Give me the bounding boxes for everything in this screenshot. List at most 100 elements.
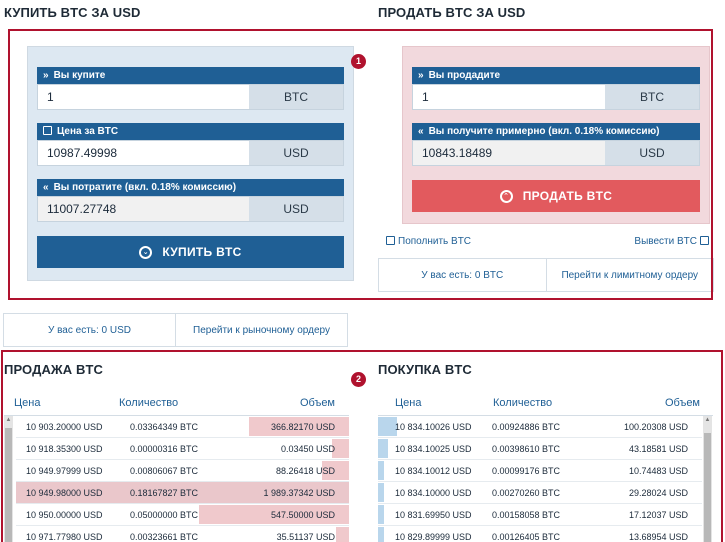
table-row[interactable]: 10 831.69950 USD 0.00158058 BTC 17.12037 U… <box>378 504 702 526</box>
cell-qty: 0.00323661 BTC <box>130 531 199 542</box>
cell-price: 10 903.20000 USD <box>26 421 103 432</box>
buy-amount-field: » Вы купите 1 BTC <box>37 67 344 113</box>
cell-qty: 0.00270260 BTC <box>492 487 561 498</box>
depth-bar <box>199 505 349 524</box>
sell-btc-button-label: ПРОДАТЬ BTC <box>522 189 613 203</box>
buy-price-field: Цена за BTC 10987.49998 USD <box>37 123 344 169</box>
annotation-badge-2: 2 <box>351 372 366 387</box>
buy-book-header: Цена Количество Объем <box>378 390 713 416</box>
depth-bar <box>378 483 385 502</box>
scroll-up-icon[interactable]: ▲ <box>5 417 12 423</box>
depth-bar <box>378 439 388 458</box>
col-qty[interactable]: Количество <box>493 396 553 409</box>
col-volume[interactable]: Объем <box>299 396 335 409</box>
withdraw-btc-label: Вывести BTC <box>634 236 697 247</box>
table-row[interactable]: 10 971.77980 USD 0.00323661 BTC 35.51137 U… <box>16 526 349 542</box>
depth-bar <box>378 505 385 524</box>
buy-book-title: ПОКУПКА BTC <box>378 362 472 377</box>
cell-volume: 100.20308 USD <box>623 421 688 432</box>
cell-qty: 0.00099176 BTC <box>492 465 561 476</box>
cell-qty: 0.00924886 BTC <box>492 421 561 432</box>
depth-bar <box>378 461 385 480</box>
withdraw-btc-link[interactable]: Вывести BTC <box>634 236 712 247</box>
buy-amount-input[interactable]: 1 <box>38 85 249 109</box>
sell-footer: У вас есть: 0 BTC Перейти к лимитному ор… <box>378 258 714 292</box>
buy-footer: У вас есть: 0 USD Перейти к рыночному ор… <box>3 313 348 347</box>
table-row[interactable]: 10 834.10012 USD 0.00099176 BTC 10.74483 U… <box>378 460 702 482</box>
table-row[interactable]: 10 834.10025 USD 0.00398610 BTC 43.18581 U… <box>378 438 702 460</box>
buy-book-scrollbar[interactable]: ▲ <box>703 416 712 542</box>
buy-amount-label: Вы купите <box>53 70 106 81</box>
deposit-btc-label: Пополнить BTC <box>398 236 472 247</box>
cell-qty: 0.05000000 BTC <box>130 509 199 520</box>
cell-qty: 0.00158058 BTC <box>492 509 561 520</box>
sell-balance: У вас есть: 0 BTC <box>421 269 504 281</box>
table-row[interactable]: 10 918.35300 USD 0.00000316 BTC 0.03450 US… <box>16 438 349 460</box>
table-row[interactable]: 10 834.10000 USD 0.00270260 BTC 29.28024 U… <box>378 482 702 504</box>
table-row[interactable]: 10 834.10026 USD 0.00924886 BTC 100.20308 … <box>378 416 702 438</box>
sell-receive-value: 10843.18489 <box>413 141 605 165</box>
buy-price-label: Цена за BTC <box>57 126 119 137</box>
sell-form-panel: » Вы продадите 1 BTC « Вы получите примерн… <box>402 46 710 224</box>
buy-price-input[interactable]: 10987.49998 <box>38 141 249 165</box>
col-qty[interactable]: Количество <box>119 396 179 409</box>
cell-price: 10 831.69950 USD <box>395 509 472 520</box>
buy-price-unit: USD <box>249 141 343 165</box>
annotation-badge-1: 1 <box>351 54 366 69</box>
chevron-circle-up-icon: ⌃ <box>499 189 513 203</box>
buy-btc-button[interactable]: ⌄ КУПИТЬ BTC <box>37 236 344 268</box>
highlight-outline-1 <box>8 29 713 300</box>
cell-price: 10 971.77980 USD <box>26 531 103 542</box>
deposit-icon <box>386 236 395 245</box>
cell-price: 10 834.10025 USD <box>395 443 472 454</box>
col-price[interactable]: Цена <box>395 396 422 409</box>
cell-qty: 0.00126405 BTC <box>492 531 561 542</box>
buy-balance: У вас есть: 0 USD <box>47 324 132 336</box>
cell-price: 10 829.89999 USD <box>395 531 472 542</box>
sell-amount-input[interactable]: 1 <box>413 85 605 109</box>
table-row[interactable]: 10 950.00000 USD 0.05000000 BTC 547.50000 … <box>16 504 349 526</box>
sell-book-rows: 10 903.20000 USD 0.03364349 BTC 366.82170 … <box>16 416 349 542</box>
chevron-left-icon: « <box>418 126 424 137</box>
cell-volume: 366.82170 USD <box>270 421 335 432</box>
buy-book-rows: 10 834.10026 USD 0.00924886 BTC 100.20308 … <box>378 416 702 542</box>
buy-amount-unit: BTC <box>249 85 343 109</box>
chevron-right-icon: » <box>43 70 49 81</box>
market-order-link[interactable]: Перейти к рыночному ордеру <box>175 314 347 346</box>
cell-qty: 0.00398610 BTC <box>492 443 561 454</box>
cell-qty: 0.00806067 BTC <box>130 465 199 476</box>
sell-book-scrollbar[interactable]: ▲ <box>4 416 13 542</box>
col-volume[interactable]: Объем <box>664 396 700 409</box>
sell-btc-button[interactable]: ⌃ ПРОДАТЬ BTC <box>412 180 700 212</box>
table-row[interactable]: 10 903.20000 USD 0.03364349 BTC 366.82170 … <box>16 416 349 438</box>
table-row[interactable]: 10 949.98000 USD 0.18167827 BTC 1 989.3734… <box>16 482 349 504</box>
buy-section-title: КУПИТЬ BTC ЗА USD <box>4 5 141 20</box>
scroll-thumb[interactable] <box>5 428 12 542</box>
cell-price: 10 918.35300 USD <box>26 443 103 454</box>
cell-qty: 0.00000316 BTC <box>130 443 199 454</box>
cell-qty: 0.18167827 BTC <box>130 487 199 498</box>
sell-section-title: ПРОДАТЬ BTC ЗА USD <box>378 5 526 20</box>
scroll-up-icon[interactable]: ▲ <box>704 417 711 423</box>
table-row[interactable]: 10 829.89999 USD 0.00126405 BTC 13.68954 U… <box>378 526 702 542</box>
sell-order-book: Цена Количество Объем 10 903.20000 USD 0.… <box>4 390 349 542</box>
table-row[interactable]: 10 949.97999 USD 0.00806067 BTC 88.26418 U… <box>16 460 349 482</box>
col-price[interactable]: Цена <box>14 396 41 409</box>
depth-bar <box>332 439 349 458</box>
cell-volume: 35.51137 USD <box>276 531 335 542</box>
cell-volume: 29.28024 USD <box>628 487 688 498</box>
chevron-circle-down-icon: ⌄ <box>139 245 153 259</box>
deposit-btc-link[interactable]: Пополнить BTC <box>386 236 471 247</box>
cell-volume: 0.03450 USD <box>280 443 335 454</box>
buy-order-book: Цена Количество Объем 10 834.10026 USD 0.… <box>378 390 713 542</box>
chevron-right-icon: » <box>418 70 424 81</box>
cell-price: 10 834.10026 USD <box>395 421 472 432</box>
limit-order-link[interactable]: Перейти к лимитному ордеру <box>545 259 714 291</box>
buy-spend-value: 11007.27748 <box>38 197 249 221</box>
buy-spend-label: Вы потратите (вкл. 0.18% комиссию) <box>53 182 237 193</box>
depth-bar <box>335 527 349 542</box>
withdraw-icon <box>700 236 709 245</box>
scroll-thumb[interactable] <box>704 433 711 542</box>
buy-spend-field: « Вы потратите (вкл. 0.18% комиссию) 1100… <box>37 179 344 225</box>
sell-amount-field: » Вы продадите 1 BTC <box>412 67 700 113</box>
